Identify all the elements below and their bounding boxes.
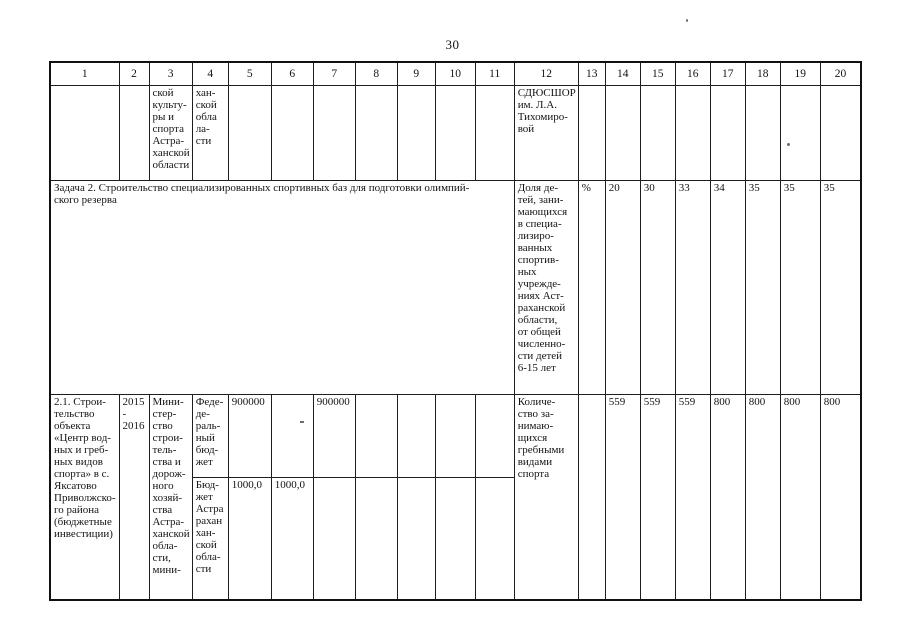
cell-target-value: 559 — [674, 393, 711, 601]
table-header-row: 1 2 3 4 5 6 7 8 9 10 11 12 13 14 15 16 1… — [49, 61, 862, 86]
cell-federal-amount: 900000 — [312, 393, 356, 478]
cell-task2-title: Задача 2. Строительство специализированн… — [49, 179, 515, 395]
empty-cell — [577, 84, 606, 181]
cell-target-value: 30 — [639, 179, 676, 395]
column-header: 2 — [118, 61, 150, 86]
cell-executor-continuation: ской культу- ры и спорта Астра- ханской … — [148, 84, 193, 181]
cell-indicator-rowing: Количе- ство за- нимаю- щихся гребными в… — [513, 393, 579, 601]
empty-cell — [312, 84, 356, 181]
measure21-row-federal: 2.1. Строи- тельство объекта «Центр вод-… — [49, 393, 862, 601]
column-header: 6 — [270, 61, 314, 86]
cell-target-value: 34 — [709, 179, 746, 395]
column-header: 20 — [819, 61, 862, 86]
cell-target-value: 800 — [819, 393, 862, 601]
empty-cell — [49, 84, 120, 181]
column-header: 15 — [639, 61, 676, 86]
empty-cell — [434, 476, 476, 601]
column-header: 13 — [577, 61, 606, 86]
empty-cell — [779, 84, 821, 181]
column-header: 7 — [312, 61, 356, 86]
column-header: 18 — [744, 61, 781, 86]
empty-cell — [227, 84, 272, 181]
cell-target-value: 35 — [819, 179, 862, 395]
empty-cell — [474, 476, 515, 601]
column-header: 17 — [709, 61, 746, 86]
column-header: 19 — [779, 61, 821, 86]
empty-cell — [434, 393, 476, 478]
empty-cell — [354, 393, 398, 478]
empty-cell — [604, 84, 641, 181]
cell-target-value: 800 — [744, 393, 781, 601]
cell-regional-budget-label: Бюд- жет Астра рахан хан- ской обла- сти — [191, 476, 229, 601]
cell-target-value: 559 — [604, 393, 641, 601]
empty-cell — [354, 476, 398, 601]
scan-artifact-dot — [686, 19, 688, 22]
page-number: 30 — [445, 37, 460, 52]
column-header: 9 — [396, 61, 436, 86]
empty-cell — [709, 84, 746, 181]
cell-budget-continuation: хан- ской обла ла- сти — [191, 84, 229, 181]
column-header: 8 — [354, 61, 398, 86]
empty-cell — [396, 393, 436, 478]
cell-measure21-executor: Мини- стер- ство строи- тель- ства и дор… — [148, 393, 193, 601]
empty-cell — [474, 393, 515, 478]
column-header: 3 — [148, 61, 193, 86]
cell-measure21-title: 2.1. Строи- тельство объекта «Центр вод-… — [49, 393, 120, 601]
empty-cell — [577, 393, 606, 601]
cell-target-value: 800 — [779, 393, 821, 601]
scan-artifact-dot — [787, 143, 790, 146]
cell-regional-amount: 1000,0 — [227, 476, 272, 601]
empty-cell — [354, 84, 398, 181]
empty-cell — [744, 84, 781, 181]
measure21-row-regional: Бюд- жет Астра рахан хан- ской обла- сти… — [50, 476, 861, 601]
cell-target-value: 33 — [674, 179, 711, 395]
scan-artifact-dash — [300, 421, 304, 423]
cell-federal-amount: 900000 — [227, 393, 272, 478]
column-header: 12 — [513, 61, 579, 86]
column-header: 1 — [49, 61, 120, 86]
cell-target-value: 35 — [779, 179, 821, 395]
empty-cell — [434, 84, 476, 181]
empty-cell — [118, 84, 150, 181]
cell-school-name: СДЮСШОР им. Л.А. Тихомиро- вой — [513, 84, 579, 181]
column-header: 5 — [227, 61, 272, 86]
column-header: 14 — [604, 61, 641, 86]
empty-cell — [474, 84, 515, 181]
task2-row: Задача 2. Строительство специализированн… — [49, 179, 862, 395]
cell-target-value: 20 — [604, 179, 641, 395]
empty-cell — [312, 476, 356, 601]
program-measures-table: 1 2 3 4 5 6 7 8 9 10 11 12 13 14 15 16 1… — [49, 61, 863, 601]
empty-cell — [819, 84, 862, 181]
continuation-row: ской культу- ры и спорта Астра- ханской … — [49, 84, 862, 181]
empty-cell — [396, 84, 436, 181]
cell-federal-budget-label: Феде- де- раль- ный бюд- жет — [191, 393, 229, 478]
cell-target-value: 35 — [744, 179, 781, 395]
cell-regional-amount: 1000,0 — [270, 476, 314, 601]
column-header: 16 — [674, 61, 711, 86]
empty-cell — [639, 84, 676, 181]
cell-measure21-years: 2015 - 2016 — [118, 393, 150, 601]
column-header: 10 — [434, 61, 476, 86]
empty-cell — [270, 84, 314, 181]
empty-cell — [270, 393, 314, 478]
empty-cell — [674, 84, 711, 181]
cell-unit-percent: % — [577, 179, 606, 395]
cell-target-value: 559 — [639, 393, 676, 601]
column-header: 11 — [474, 61, 515, 86]
cell-target-value: 800 — [709, 393, 746, 601]
empty-cell — [396, 476, 436, 601]
cell-indicator-children-share: Доля де- тей, зани- мающихся в специа- л… — [513, 179, 579, 395]
column-header: 4 — [191, 61, 229, 86]
